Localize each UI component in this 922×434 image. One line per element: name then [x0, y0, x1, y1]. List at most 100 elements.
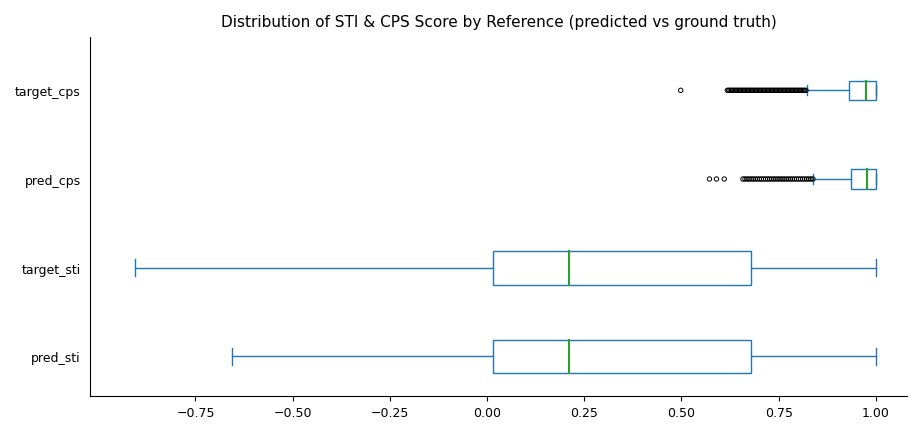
Point — [772, 88, 786, 95]
Point — [741, 176, 756, 183]
Point — [761, 176, 775, 183]
Point — [796, 176, 810, 183]
Point — [793, 88, 808, 95]
Point — [789, 176, 804, 183]
Point — [771, 176, 786, 183]
Bar — [493, 340, 751, 373]
Point — [756, 176, 771, 183]
Point — [762, 88, 776, 95]
Point — [785, 176, 799, 183]
Bar — [849, 82, 876, 101]
Point — [766, 176, 781, 183]
Point — [783, 88, 798, 95]
Point — [790, 88, 805, 95]
Point — [741, 88, 756, 95]
Point — [778, 88, 793, 95]
Point — [728, 88, 743, 95]
Point — [752, 176, 767, 183]
Point — [766, 88, 781, 95]
Point — [732, 88, 747, 95]
Point — [768, 88, 783, 95]
Point — [742, 88, 757, 95]
Point — [806, 176, 821, 183]
Point — [784, 88, 798, 95]
Point — [727, 88, 741, 95]
Point — [760, 88, 774, 95]
Point — [729, 88, 744, 95]
Point — [744, 176, 759, 183]
Point — [781, 88, 796, 95]
Point — [759, 88, 774, 95]
Point — [774, 88, 789, 95]
Point — [792, 88, 807, 95]
Point — [769, 88, 784, 95]
Point — [776, 88, 791, 95]
Point — [780, 88, 795, 95]
Point — [781, 176, 796, 183]
Point — [720, 88, 735, 95]
Point — [746, 176, 761, 183]
Point — [723, 88, 738, 95]
Point — [786, 88, 800, 95]
Point — [717, 176, 732, 183]
Point — [744, 88, 759, 95]
Point — [758, 176, 773, 183]
Point — [757, 88, 772, 95]
Point — [774, 176, 789, 183]
Point — [762, 88, 777, 95]
Point — [789, 88, 804, 95]
Point — [803, 176, 818, 183]
Point — [777, 88, 792, 95]
Point — [709, 176, 724, 183]
Point — [765, 88, 780, 95]
Point — [798, 176, 812, 183]
Point — [787, 176, 802, 183]
Point — [776, 176, 791, 183]
Point — [730, 88, 745, 95]
Title: Distribution of STI & CPS Score by Reference (predicted vs ground truth): Distribution of STI & CPS Score by Refer… — [221, 15, 776, 30]
Point — [745, 88, 760, 95]
Point — [753, 88, 768, 95]
Point — [796, 88, 810, 95]
Point — [724, 88, 739, 95]
Point — [736, 88, 751, 95]
Point — [754, 176, 769, 183]
Point — [726, 88, 740, 95]
Point — [764, 176, 779, 183]
Point — [721, 88, 736, 95]
Point — [738, 88, 752, 95]
Point — [748, 88, 762, 95]
Bar — [493, 251, 751, 285]
Point — [762, 176, 777, 183]
Point — [795, 88, 810, 95]
Point — [702, 176, 716, 183]
Point — [771, 88, 786, 95]
Point — [739, 88, 753, 95]
Point — [774, 88, 788, 95]
Point — [736, 176, 751, 183]
Point — [673, 88, 688, 95]
Point — [739, 176, 754, 183]
Point — [752, 88, 767, 95]
Point — [756, 88, 771, 95]
Point — [747, 88, 762, 95]
Point — [773, 176, 787, 183]
Point — [801, 176, 816, 183]
Point — [799, 176, 814, 183]
Point — [779, 176, 794, 183]
Point — [751, 88, 765, 95]
Point — [768, 176, 783, 183]
Point — [754, 88, 769, 95]
Point — [733, 88, 748, 95]
Point — [735, 88, 750, 95]
Point — [740, 88, 755, 95]
Point — [764, 88, 779, 95]
Point — [798, 88, 813, 95]
Point — [750, 88, 764, 95]
Bar — [851, 170, 876, 189]
Point — [798, 88, 812, 95]
Point — [786, 88, 801, 95]
Point — [791, 176, 806, 183]
Point — [748, 176, 762, 183]
Point — [793, 176, 808, 183]
